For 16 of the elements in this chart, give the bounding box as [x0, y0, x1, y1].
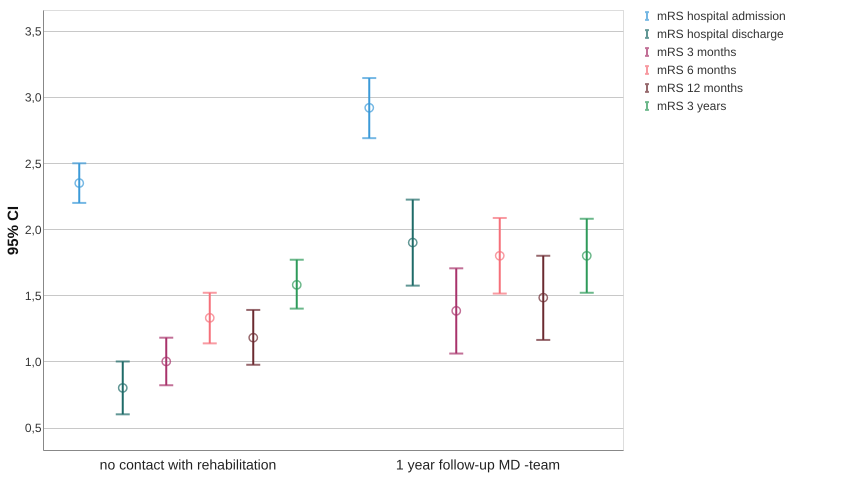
legend-label: mRS 3 years: [657, 99, 726, 113]
x-tick-label: 1 year follow-up MD -team: [396, 456, 560, 472]
x-tick-label: no contact with rehabilitation: [100, 456, 276, 472]
y-tick-label: 2,0: [24, 222, 42, 237]
y-tick-label: 0,5: [24, 421, 42, 436]
y-tick-label: 1,0: [24, 354, 42, 369]
legend-label: mRS 3 months: [657, 45, 736, 59]
legend-label: mRS 12 months: [657, 81, 744, 95]
y-tick-label: 3,0: [24, 90, 42, 105]
legend-label: mRS hospital admission: [657, 9, 786, 23]
y-tick-label: 2,5: [24, 156, 42, 171]
y-tick-label: 1,5: [24, 288, 42, 303]
y-tick-label: 3,5: [24, 24, 42, 39]
legend-label: mRS 6 months: [657, 63, 736, 77]
legend-label: mRS hospital discharge: [657, 27, 784, 41]
y-axis-title: 95% CI: [4, 206, 22, 256]
